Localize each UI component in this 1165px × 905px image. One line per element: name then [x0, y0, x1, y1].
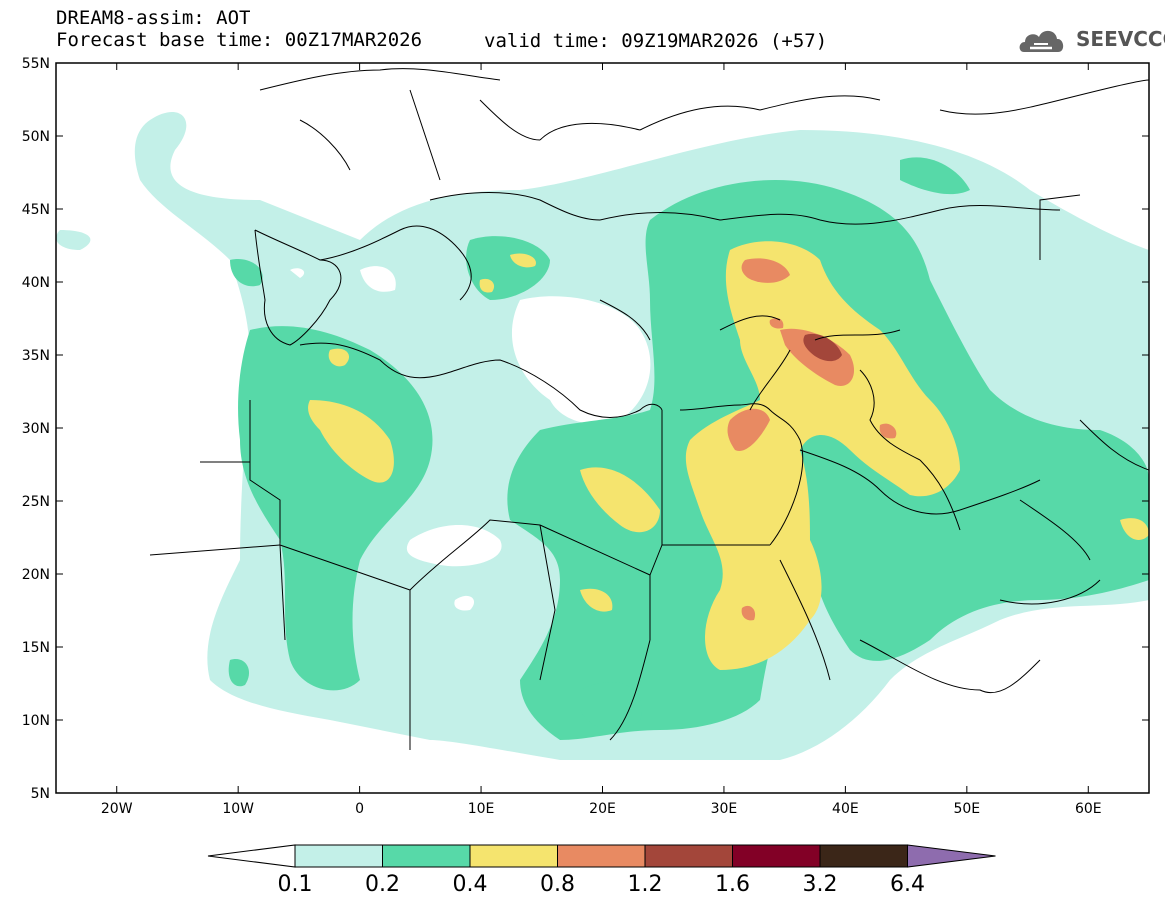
x-tick-label: 10W — [222, 801, 254, 817]
x-tick-label: 10E — [468, 801, 495, 817]
y-tick-label: 45N — [22, 202, 50, 218]
colorbar-swatch — [819, 844, 908, 868]
colorbar-swatch — [557, 844, 646, 868]
y-tick-label: 40N — [22, 275, 50, 291]
y-tick-label: 35N — [22, 348, 50, 364]
x-tick-label: 60E — [1075, 801, 1102, 817]
colorbar-level-label: 1.6 — [715, 872, 750, 897]
aot-level-0-4 — [308, 241, 1149, 671]
aot-level-1-2 — [803, 333, 842, 362]
valid-time: valid time: 09Z19MAR2026 (+57) — [484, 30, 828, 52]
y-tick-label: 20N — [22, 567, 50, 583]
colorbar-swatch — [732, 844, 821, 868]
colorbar: 0.1 0.2 0.4 0.8 1.2 1.6 3.2 6.4 — [207, 844, 996, 897]
country-borders — [149, 68, 1149, 750]
colorbar-swatch — [382, 844, 471, 868]
y-tick-label: 15N — [22, 640, 50, 656]
logo-text: SEEVCCC — [1076, 27, 1165, 51]
colorbar-swatch — [644, 844, 733, 868]
y-tick-label: 25N — [22, 494, 50, 510]
colorbar-level-label: 0.1 — [278, 872, 313, 897]
colorbar-swatch — [294, 844, 383, 868]
colorbar-arrow-high — [907, 844, 996, 868]
colorbar-level-label: 0.8 — [540, 872, 575, 897]
colorbar-level-label: 0.2 — [365, 872, 400, 897]
colorbar-level-label: 3.2 — [803, 872, 838, 897]
x-tick-label: 30E — [711, 801, 738, 817]
aot-field — [56, 111, 1149, 760]
y-tick-label: 5N — [31, 786, 50, 802]
x-tick-label: 0 — [355, 801, 364, 817]
y-tick-label: 50N — [22, 129, 50, 145]
x-tick-label: 50E — [953, 801, 980, 817]
cloud-icon — [1019, 30, 1064, 52]
map-title: DREAM8-assim: AOT — [56, 7, 251, 29]
colorbar-level-label: 1.2 — [628, 872, 663, 897]
y-tick-label: 10N — [22, 713, 50, 729]
x-tick-label: 40E — [832, 801, 859, 817]
axis-ticks: 20W 10W 0 10E 20E 30E 40E 50E 60E 55N 50N 45N 40N 35N… — [22, 56, 1149, 817]
colorbar-swatch — [469, 844, 558, 868]
forecast-base-time: Forecast base time: 00Z17MAR2026 — [56, 29, 423, 51]
y-tick-label: 30N — [22, 421, 50, 437]
x-tick-label: 20E — [589, 801, 616, 817]
colorbar-arrow-low — [207, 844, 296, 868]
x-tick-label: 20W — [101, 801, 133, 817]
colorbar-level-label: 6.4 — [890, 872, 925, 897]
colorbar-level-label: 0.4 — [453, 872, 488, 897]
y-tick-label: 55N — [22, 56, 50, 72]
